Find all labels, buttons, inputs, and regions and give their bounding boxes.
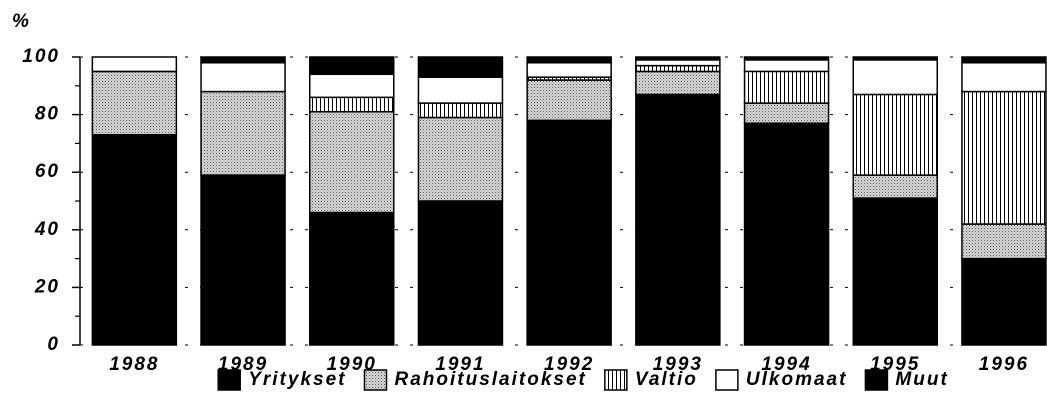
legend: Yritykset Rahoituslaitokset Valtio Ulkomaat… bbox=[217, 369, 948, 391]
bar-segment bbox=[743, 122, 830, 346]
bar-segment bbox=[417, 200, 504, 346]
legend-label: Ulkomaat bbox=[746, 369, 848, 390]
x-tick-label: 1990 bbox=[327, 354, 377, 375]
legend-swatch bbox=[604, 369, 628, 391]
bar-segment bbox=[200, 62, 286, 93]
bar-segment bbox=[309, 73, 395, 99]
legend-label: Rahoituslaitokset bbox=[394, 369, 586, 390]
bar-segment bbox=[961, 223, 1047, 260]
bar-segment bbox=[309, 56, 395, 76]
x-tick-label: 1996 bbox=[979, 354, 1029, 375]
bar-segment bbox=[635, 70, 721, 96]
bar-segment bbox=[961, 257, 1047, 346]
bar-segment bbox=[309, 211, 395, 346]
legend-label: Yritykset bbox=[248, 369, 346, 390]
bar-segment bbox=[743, 59, 830, 73]
bar-segment bbox=[852, 59, 938, 96]
y-tick-label: 20 bbox=[34, 276, 60, 297]
x-tick-label: 1991 bbox=[435, 354, 485, 375]
legend-swatch bbox=[715, 369, 739, 391]
bar-segment bbox=[526, 62, 612, 78]
bar-segment bbox=[852, 174, 938, 199]
legend-swatch bbox=[363, 369, 388, 391]
bar-segment bbox=[961, 90, 1047, 225]
bar-segment bbox=[635, 93, 721, 346]
x-tick-label: 1988 bbox=[109, 354, 159, 375]
legend-swatch bbox=[864, 369, 889, 391]
bar-segment bbox=[743, 70, 830, 104]
bar-segment bbox=[91, 70, 178, 136]
bar-segment bbox=[635, 64, 721, 73]
bar-segment bbox=[200, 174, 286, 346]
legend-label: Muut bbox=[895, 369, 948, 390]
legend-swatch bbox=[217, 369, 241, 391]
x-tick-label: 1992 bbox=[544, 354, 594, 375]
bar-segment bbox=[417, 56, 504, 78]
bar-segment bbox=[417, 116, 504, 202]
bar-segment bbox=[91, 134, 178, 346]
bar-segment bbox=[309, 96, 395, 113]
bar-segment bbox=[635, 59, 721, 67]
y-tick-label: 80 bbox=[35, 104, 60, 125]
legend-label: Valtio bbox=[635, 369, 698, 390]
bar-segment bbox=[743, 102, 830, 124]
x-tick-label: 1993 bbox=[653, 354, 703, 375]
bar-segment bbox=[635, 56, 721, 61]
bar-segment bbox=[526, 56, 612, 64]
bar-segment bbox=[309, 110, 395, 214]
y-tick-label: 0 bbox=[47, 334, 60, 355]
y-tick-label: 60 bbox=[35, 161, 60, 182]
bar-segment bbox=[91, 56, 178, 73]
bar-segment bbox=[417, 76, 504, 104]
y-axis-label: % bbox=[12, 11, 31, 32]
bar-segment bbox=[200, 90, 286, 176]
y-tick-label: 100 bbox=[22, 46, 60, 67]
y-tick-label: 40 bbox=[34, 219, 60, 240]
bar-segment bbox=[526, 79, 612, 122]
bar-segment bbox=[852, 93, 938, 176]
bar-segment bbox=[852, 56, 938, 61]
bar-segment bbox=[852, 197, 938, 346]
bar-segment bbox=[743, 56, 830, 61]
bar-segment bbox=[961, 62, 1047, 93]
bar-segment bbox=[526, 119, 612, 346]
bar-segment bbox=[961, 56, 1047, 64]
x-tick-label: 1994 bbox=[761, 354, 811, 375]
bar-segment bbox=[200, 56, 286, 64]
bar-segment bbox=[417, 102, 504, 119]
